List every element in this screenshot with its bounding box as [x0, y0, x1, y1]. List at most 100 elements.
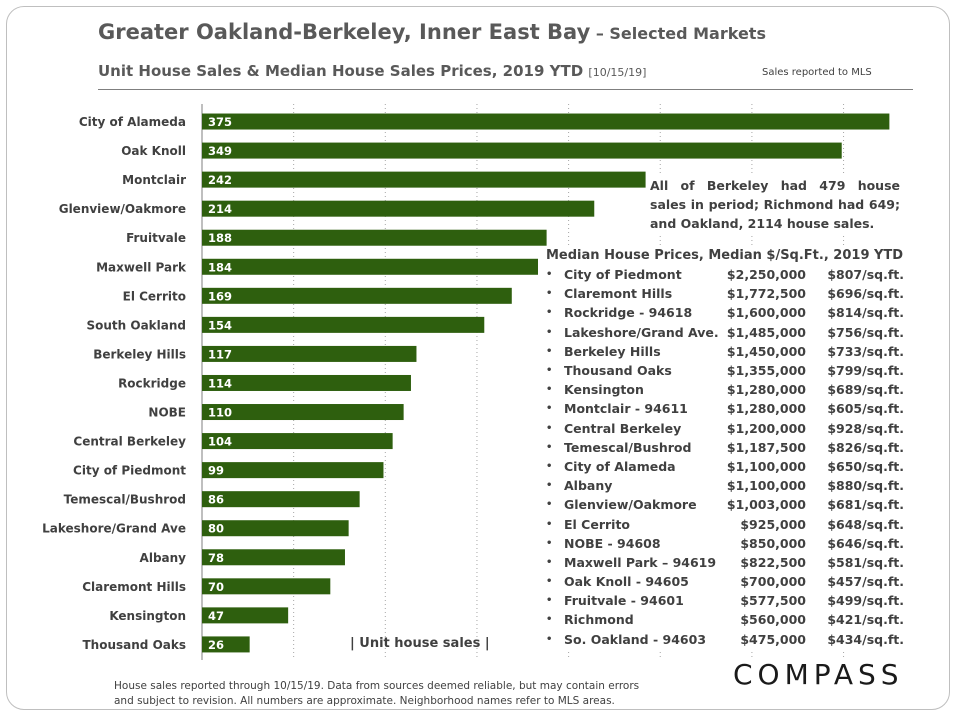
price-per-sqft: $799/sq.ft.: [827, 363, 904, 379]
price-per-sqft: $826/sq.ft.: [827, 439, 904, 455]
median-price: $1,200,000: [726, 420, 806, 436]
bar: [202, 171, 646, 188]
category-label: South Oakland: [86, 318, 186, 332]
price-per-sqft: $696/sq.ft.: [827, 286, 904, 302]
price-table-row: • Albany $1,100,000 $880/sq.ft.: [546, 476, 926, 495]
median-price: $1,600,000: [726, 305, 806, 321]
bar: [202, 520, 349, 537]
category-label: Albany: [140, 551, 187, 565]
category-label: Lakeshore/Grand Ave: [42, 522, 186, 536]
category-label: Claremont Hills: [82, 580, 186, 594]
price-table-row: • Kensington $1,280,000 $689/sq.ft.: [546, 380, 926, 399]
price-per-sqft: $880/sq.ft.: [827, 478, 904, 494]
bullet-icon: •: [546, 441, 553, 453]
bar-value-label: 26: [208, 638, 224, 652]
subtitle-date: [10/15/19]: [588, 66, 647, 79]
market-name: Claremont Hills: [564, 286, 673, 302]
category-label: Fruitvale: [126, 231, 186, 245]
bar: [202, 258, 540, 275]
market-name: El Cerrito: [564, 516, 631, 532]
bullet-icon: •: [546, 614, 553, 626]
median-price: $1,187,500: [726, 439, 806, 455]
median-price: $1,280,000: [726, 382, 806, 398]
bar-value-label: 242: [208, 173, 232, 187]
bar-value-label: 349: [208, 144, 232, 158]
category-label: Rockridge: [118, 376, 186, 390]
market-name: Maxwell Park – 94619: [564, 554, 717, 570]
price-table-row: • El Cerrito $925,000 $648/sq.ft.: [546, 514, 926, 533]
median-price: $1,450,000: [726, 343, 806, 359]
market-name: Richmond: [564, 612, 634, 628]
price-table-row: • Rockridge - 94618 $1,600,000 $814/sq.ft.: [546, 303, 926, 322]
bar: [202, 549, 345, 566]
category-label: Montclair: [122, 173, 186, 187]
median-price: $822,500: [740, 554, 806, 570]
price-table-row: • City of Piedmont $2,250,000 $807/sq.ft.: [546, 265, 926, 284]
category-label: Kensington: [109, 609, 186, 623]
bullet-icon: •: [546, 576, 553, 588]
bullet-icon: •: [546, 345, 553, 357]
median-price: $1,280,000: [726, 401, 806, 417]
bar: [202, 345, 417, 362]
category-label: City of Alameda: [79, 115, 186, 129]
mls-note: Sales reported to MLS: [762, 67, 872, 78]
market-name: Montclair - 94611: [564, 401, 688, 417]
sales-annotation: All of Berkeley had 479 house sales in p…: [646, 174, 904, 235]
price-table-row: • Central Berkeley $1,200,000 $928/sq.ft.: [546, 419, 926, 438]
bullet-icon: •: [546, 403, 553, 415]
category-label: Maxwell Park: [96, 260, 187, 274]
median-price: $925,000: [740, 516, 806, 532]
bar: [202, 142, 842, 159]
market-name: Kensington: [564, 382, 644, 398]
market-name: Glenview/Oakmore: [564, 497, 697, 513]
price-per-sqft: $421/sq.ft.: [827, 612, 904, 628]
median-price: $1,100,000: [726, 478, 806, 494]
bullet-icon: •: [546, 537, 553, 549]
bullet-icon: •: [546, 595, 553, 607]
bar: [202, 287, 512, 304]
price-per-sqft: $814/sq.ft.: [827, 305, 904, 321]
bar: [202, 229, 547, 246]
footnote: House sales reported through 10/15/19. D…: [114, 679, 639, 709]
median-price: $700,000: [740, 574, 806, 590]
market-name: City of Piedmont: [564, 267, 682, 283]
price-per-sqft: $928/sq.ft.: [827, 420, 904, 436]
price-per-sqft: $756/sq.ft.: [827, 324, 904, 340]
bar-value-label: 184: [208, 260, 232, 274]
bullet-icon: •: [546, 365, 553, 377]
category-label: Thousand Oaks: [83, 638, 187, 652]
category-label: NOBE: [148, 406, 186, 420]
price-table-row: • Oak Knoll - 94605 $700,000 $457/sq.ft.: [546, 572, 926, 591]
price-per-sqft: $646/sq.ft.: [827, 535, 904, 551]
price-table-row: • Fruitvale - 94601 $577,500 $499/sq.ft.: [546, 591, 926, 610]
market-name: Temescal/Bushrod: [564, 439, 692, 455]
market-name: So. Oakland - 94603: [564, 631, 707, 647]
bullet-icon: •: [546, 326, 553, 338]
bar-value-label: 214: [208, 202, 232, 216]
price-table-row: • City of Alameda $1,100,000 $650/sq.ft.: [546, 457, 926, 476]
chart-bars: 375 City of Alameda 349 Oak Knoll 242 Montcla…: [42, 113, 890, 653]
bar: [202, 491, 360, 508]
bullet-icon: •: [546, 518, 553, 530]
price-table-row: • Glenview/Oakmore $1,003,000 $681/sq.ft.: [546, 495, 926, 514]
bullet-icon: •: [546, 499, 553, 511]
price-per-sqft: $807/sq.ft.: [827, 267, 904, 283]
price-per-sqft: $581/sq.ft.: [827, 554, 904, 570]
market-name: Lakeshore/Grand Ave.: [564, 324, 719, 340]
category-label: City of Piedmont: [73, 464, 186, 478]
price-per-sqft: $650/sq.ft.: [827, 458, 904, 474]
price-table-row: • Montclair - 94611 $1,280,000 $605/sq.ft.: [546, 399, 926, 418]
price-per-sqft: $689/sq.ft.: [827, 382, 904, 398]
footnote-line-1: House sales reported through 10/15/19. D…: [114, 680, 640, 692]
header-rule: [98, 89, 913, 90]
bar-value-label: 110: [208, 406, 232, 420]
category-label: Temescal/Bushrod: [64, 493, 186, 507]
median-price: $1,772,500: [726, 286, 806, 302]
bar: [202, 404, 404, 421]
category-label: Glenview/Oakmore: [59, 202, 186, 216]
bar-value-label: 375: [208, 115, 232, 129]
market-name: City of Alameda: [564, 458, 676, 474]
bullet-icon: •: [546, 422, 553, 434]
price-table-rows: • City of Piedmont $2,250,000 $807/sq.ft. • C…: [546, 265, 926, 649]
price-table-row: • Lakeshore/Grand Ave. $1,485,000 $756/sq.f…: [546, 323, 926, 342]
